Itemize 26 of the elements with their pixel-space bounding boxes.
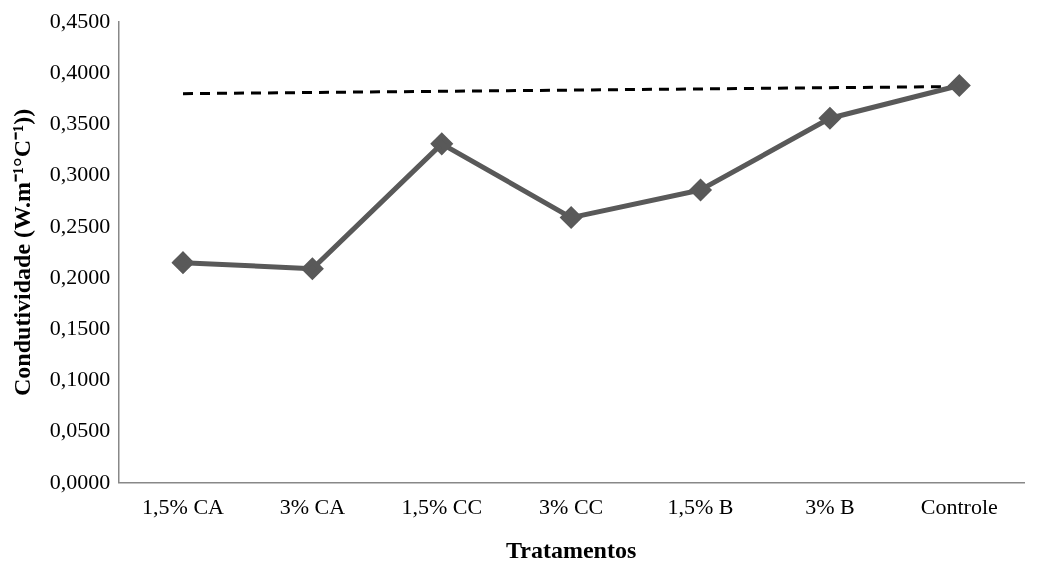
point [690, 179, 712, 201]
x-tick-label: Controle [920, 493, 998, 519]
y-tick-label: 0,3000 [49, 161, 111, 187]
y-tick-label: 0,0500 [49, 417, 111, 443]
x-tick-label: 1,5% CC [401, 493, 483, 519]
x-tick-label: 1,5% CA [142, 493, 225, 519]
y-tick-label: 0,4500 [49, 7, 111, 33]
point [948, 74, 970, 96]
point [172, 252, 194, 274]
y-tick-label: 0,3500 [49, 110, 111, 136]
y-tick-label: 0,2000 [49, 263, 111, 289]
x-axis-title: Tratamentos [506, 536, 637, 563]
y-tick-label: 0,1500 [49, 314, 111, 340]
x-tick-label: 3% CA [279, 493, 346, 519]
y-axis-title: Condutividade (W.m⁻¹°C⁻¹)) [8, 108, 35, 396]
point [819, 107, 841, 129]
x-tick-label: 3% B [805, 493, 855, 519]
y-tick-label: 0,2500 [49, 212, 111, 238]
point [431, 133, 453, 155]
y-tick-label: 0,0000 [49, 468, 111, 494]
y-tick-label: 0,1000 [49, 366, 111, 392]
x-tick-label: 3% CC [539, 493, 604, 519]
point [301, 258, 323, 280]
x-tick-label: 1,5% B [667, 493, 734, 519]
y-tick-label: 0,4000 [49, 58, 111, 84]
point [560, 207, 582, 229]
